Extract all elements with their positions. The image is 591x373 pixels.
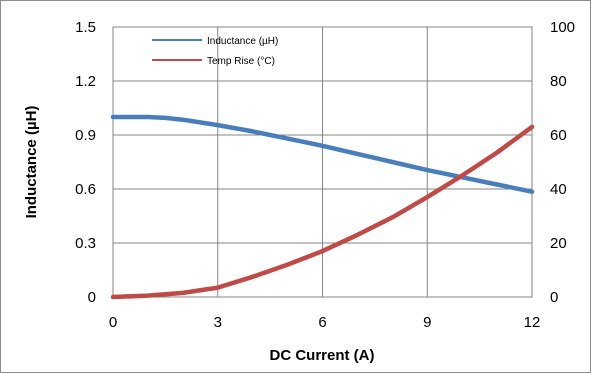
y2-tick-label: 20	[550, 235, 567, 252]
x-tick-label: 3	[214, 314, 222, 331]
x-axis-title: DC Current (A)	[270, 347, 375, 364]
x-tick-label: 0	[109, 314, 117, 331]
series-line-temp-rise	[110, 124, 535, 300]
y2-tick-label: 80	[550, 73, 567, 90]
x-tick-label: 9	[423, 314, 431, 331]
legend-label: Temp Rise (°C)	[207, 56, 275, 67]
plot-border	[112, 26, 533, 298]
y-axis-title: Inductance (µH)	[23, 106, 40, 219]
y2-tick-label: 0	[550, 289, 558, 306]
legend: Inductance (µH) Temp Rise (°C)	[152, 36, 278, 67]
series-line-inductance	[110, 114, 535, 194]
y-tick-label: 0.6	[75, 181, 96, 198]
y-tick-label: 1.2	[75, 73, 96, 90]
y-tick-label: 0.9	[75, 127, 96, 144]
x-tick-label: 12	[524, 314, 541, 331]
y2-tick-label: 100	[550, 19, 575, 36]
gridlines	[113, 27, 532, 297]
y-tick-label: 0	[88, 289, 96, 306]
y2-tick-label: 40	[550, 181, 567, 198]
tick-labels: 0 3 6 9 12 0 0.3 0.6 0.9 1.2 1.5 0 20 40 60 80 100	[75, 19, 575, 331]
x-tick-label: 6	[318, 314, 326, 331]
series-layer	[110, 114, 535, 300]
y-tick-label: 1.5	[75, 19, 96, 36]
legend-label: Inductance (µH)	[207, 36, 278, 47]
y-tick-label: 0.3	[75, 235, 96, 252]
y2-tick-label: 60	[550, 127, 567, 144]
